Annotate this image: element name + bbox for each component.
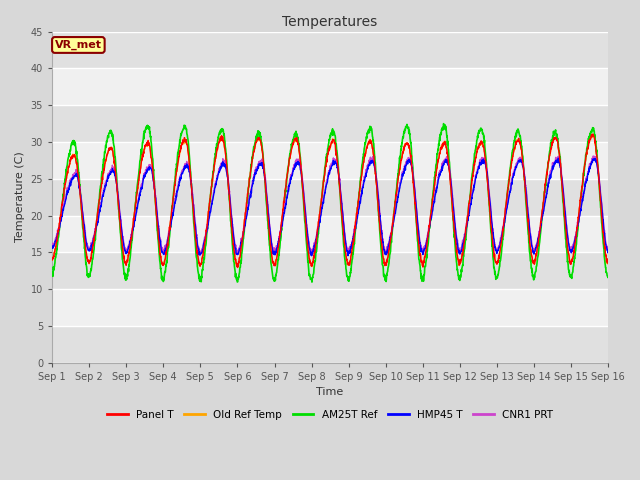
- Bar: [52, 179, 608, 216]
- Bar: [52, 68, 608, 105]
- Bar: [52, 326, 608, 363]
- Title: Temperatures: Temperatures: [282, 15, 378, 29]
- Legend: Panel T, Old Ref Temp, AM25T Ref, HMP45 T, CNR1 PRT: Panel T, Old Ref Temp, AM25T Ref, HMP45 …: [103, 406, 557, 424]
- Y-axis label: Temperature (C): Temperature (C): [15, 152, 25, 242]
- Bar: [52, 216, 608, 252]
- Bar: [52, 32, 608, 68]
- Bar: [52, 252, 608, 289]
- X-axis label: Time: Time: [316, 387, 344, 397]
- Text: VR_met: VR_met: [55, 40, 102, 50]
- Bar: [52, 105, 608, 142]
- Bar: [52, 142, 608, 179]
- Bar: [52, 289, 608, 326]
